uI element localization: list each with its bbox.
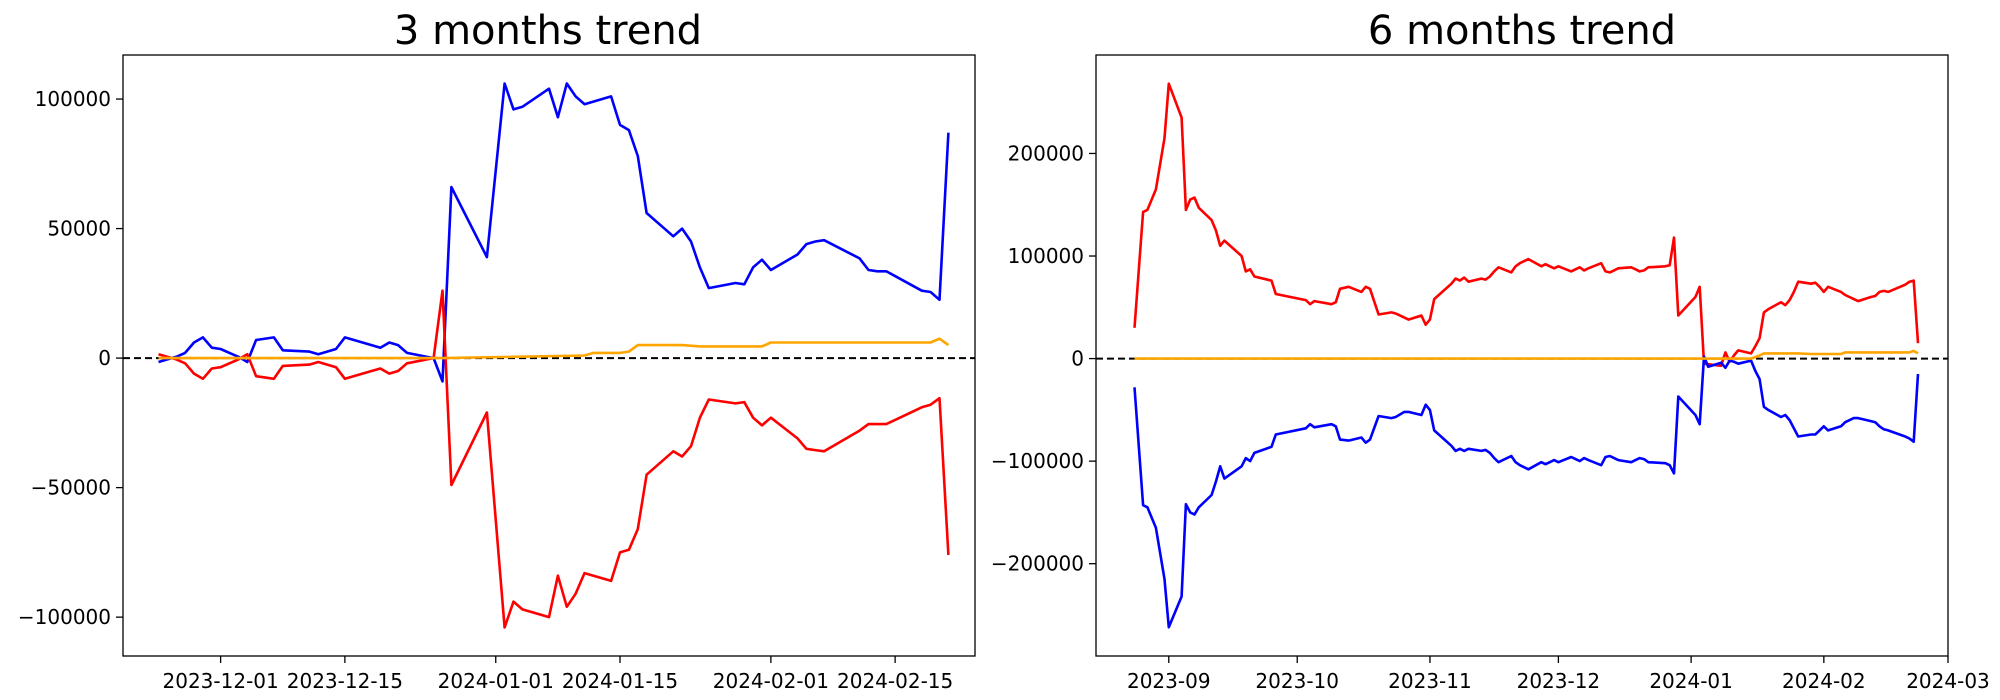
y-tick-label: −200000 <box>991 552 1084 576</box>
chart-title: 6 months trend <box>1368 8 1676 54</box>
x-tick-label: 2023-12-15 <box>287 669 403 693</box>
x-tick-label: 2023-12-01 <box>163 669 279 693</box>
y-tick-label: −100000 <box>991 449 1084 473</box>
axes-frame <box>122 54 976 657</box>
blue-series-line <box>158 82 950 383</box>
y-tick-label: 100000 <box>1008 244 1084 268</box>
plot-area: −100000 −50000 0 50000 100000 2023-12-01 2023-… <box>18 54 976 693</box>
x-tick-label: 2023-11 <box>1388 669 1472 693</box>
x-tick-label: 2024-03 <box>1906 669 1990 693</box>
orange-series-line <box>158 337 950 360</box>
y-tick-label: 0 <box>1071 347 1084 371</box>
chart-6-months: 6 months trend −200000 −100000 0 100000 2000… <box>991 8 1990 693</box>
red-series-line <box>158 289 950 629</box>
y-tick-label: −100000 <box>18 605 111 629</box>
y-tick-label: 0 <box>98 346 111 370</box>
y-tick-label: 200000 <box>1008 141 1084 165</box>
x-tick-label: 2023-09 <box>1127 669 1211 693</box>
x-tick-label: 2024-01-15 <box>562 669 678 693</box>
x-tick-label: 2023-10 <box>1255 669 1339 693</box>
y-tick-label: −50000 <box>31 476 111 500</box>
blue-series-line <box>1133 355 1920 629</box>
x-tick-label: 2024-01 <box>1649 669 1733 693</box>
axes-frame <box>1095 54 1949 657</box>
y-tick-label: 100000 <box>35 87 111 111</box>
orange-series-line <box>1134 349 1919 360</box>
chart-3-months: 3 months trend −100000 −50000 0 50000 100000… <box>18 8 976 693</box>
y-tick-label: 50000 <box>47 217 111 241</box>
red-series-line <box>1133 82 1920 368</box>
x-tick-label: 2024-01-01 <box>438 669 554 693</box>
x-tick-label: 2023-12 <box>1517 669 1601 693</box>
chart-title: 3 months trend <box>394 8 702 54</box>
plot-area: −200000 −100000 0 100000 200000 2023-09 2023-1… <box>991 54 1990 693</box>
x-tick-label: 2024-02-01 <box>713 669 829 693</box>
x-tick-label: 2024-02-15 <box>837 669 953 693</box>
x-tick-label: 2024-02 <box>1782 669 1866 693</box>
